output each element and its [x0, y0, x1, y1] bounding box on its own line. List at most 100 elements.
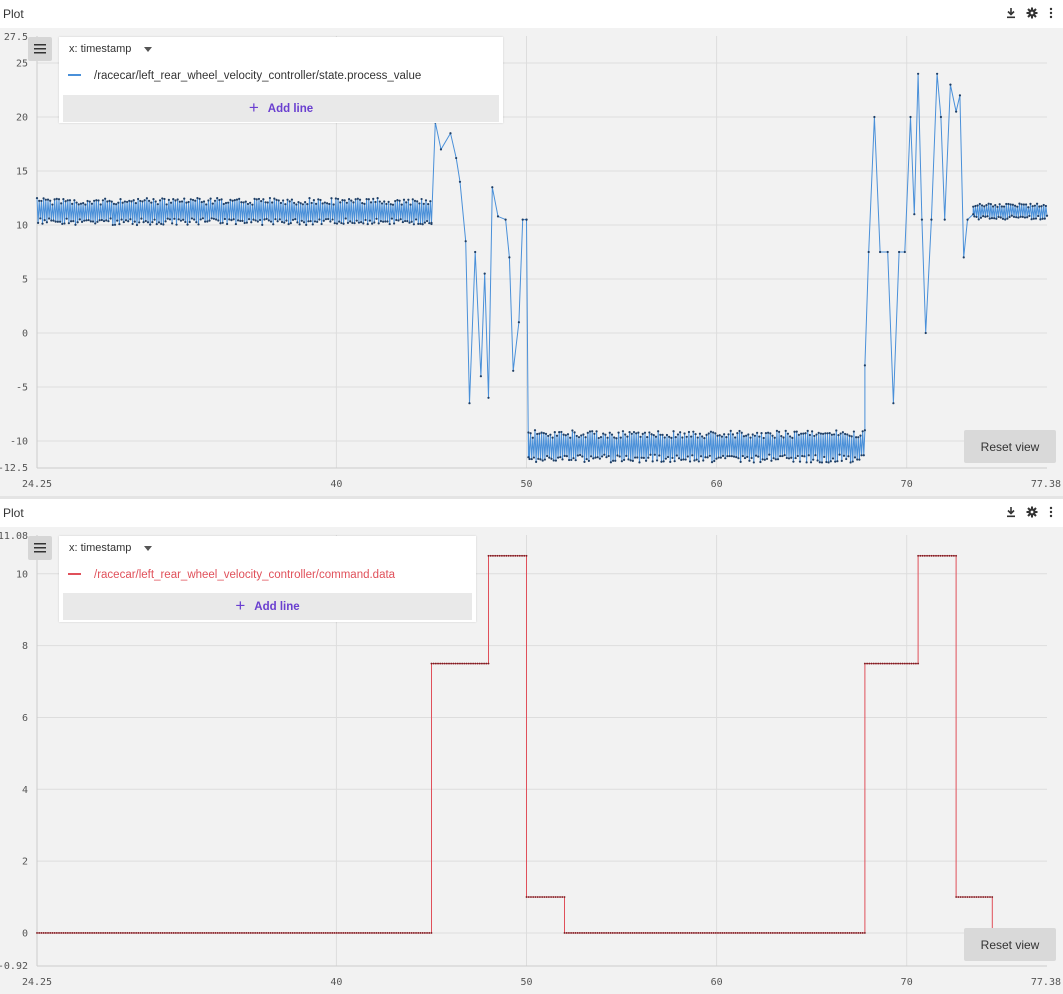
hamburger-menu-icon[interactable] [28, 37, 52, 61]
data-point [169, 201, 173, 204]
data-point [873, 115, 876, 119]
data-point [716, 434, 719, 437]
download-icon[interactable] [1004, 505, 1018, 519]
data-point [620, 460, 623, 463]
plot-area-2[interactable]: 11.08 10 8 6 4 2 0 -0.92 24.25 40 50 60 70 77.38 x: t… [0, 527, 1063, 994]
data-point [165, 203, 168, 206]
data-point [1029, 202, 1032, 205]
legend-series-item[interactable]: /racecar/left_rear_wheel_velocity_contro… [68, 70, 421, 82]
data-point [505, 554, 508, 557]
data-point [532, 456, 536, 459]
data-point [682, 932, 684, 934]
data-point [141, 932, 144, 934]
data-point [730, 932, 733, 934]
data-point [158, 199, 162, 202]
data-point [734, 436, 737, 439]
plot-area-1[interactable]: 27.5 25 20 15 10 5 0 -5 -10 -12.5 24.25 40 50 60 70 77.… [0, 28, 1063, 496]
data-point [113, 932, 116, 934]
data-point [653, 453, 656, 456]
panel-divider[interactable] [0, 496, 1063, 499]
data-point [789, 435, 792, 438]
data-point [366, 223, 369, 226]
data-point [395, 218, 398, 222]
x-axis-selector[interactable]: x: timestamp [69, 542, 153, 554]
y-tick-label: 2 [22, 857, 28, 868]
data-point [982, 896, 985, 898]
data-point [1017, 216, 1020, 219]
data-point [530, 896, 532, 898]
reset-view-button[interactable]: Reset view [964, 430, 1056, 463]
data-point [692, 932, 695, 934]
data-point [1026, 216, 1029, 219]
data-point [132, 199, 135, 202]
data-point [859, 932, 862, 934]
data-point [223, 932, 226, 934]
data-point [978, 202, 981, 206]
data-point [69, 220, 73, 223]
data-point [419, 222, 422, 225]
data-point [878, 250, 882, 254]
data-point [541, 459, 544, 462]
data-point [939, 554, 942, 557]
x-axis-selector[interactable]: x: timestamp [69, 43, 153, 55]
data-point [914, 662, 917, 665]
data-point [194, 932, 197, 934]
data-point [654, 435, 658, 438]
data-point [627, 458, 630, 461]
gear-icon[interactable] [1025, 6, 1039, 20]
data-point [789, 932, 792, 934]
data-point [468, 402, 471, 405]
data-point [930, 218, 933, 221]
data-point [796, 454, 799, 458]
data-point [638, 932, 640, 934]
add-line-button[interactable]: + Add line [63, 593, 472, 620]
data-point [779, 454, 782, 458]
data-point [676, 433, 680, 436]
more-vertical-icon[interactable] [1044, 6, 1058, 20]
data-point [603, 453, 606, 456]
data-point [207, 932, 210, 934]
data-point [565, 455, 568, 458]
data-point [42, 932, 45, 934]
download-icon[interactable] [1004, 6, 1018, 20]
data-point [999, 216, 1002, 219]
data-point [718, 434, 721, 437]
data-point [155, 223, 158, 226]
data-point [491, 186, 494, 189]
data-point [555, 434, 559, 437]
data-point [372, 197, 375, 200]
data-point [736, 432, 739, 435]
data-point [317, 198, 320, 201]
data-point [796, 932, 798, 934]
data-point [726, 455, 729, 458]
data-point [642, 932, 645, 934]
data-point [349, 932, 351, 934]
data-point [174, 932, 177, 934]
data-point [829, 460, 832, 463]
data-point [55, 197, 58, 201]
more-vertical-icon[interactable] [1044, 505, 1058, 519]
data-point [717, 456, 720, 459]
data-point [913, 213, 916, 216]
data-point [385, 202, 388, 206]
data-point [265, 932, 268, 934]
data-point [763, 458, 766, 461]
data-point [596, 932, 599, 934]
data-point [538, 432, 541, 435]
data-point [782, 932, 785, 934]
data-point [832, 433, 836, 436]
legend-series-item[interactable]: /racecar/left_rear_wheel_velocity_contro… [68, 569, 395, 581]
hamburger-menu-icon[interactable] [28, 536, 52, 560]
data-point [374, 200, 377, 204]
data-point [743, 456, 747, 460]
data-point [375, 217, 378, 220]
data-point [541, 896, 544, 898]
data-point [851, 460, 854, 463]
data-point [126, 932, 129, 934]
reset-view-button[interactable]: Reset view [964, 928, 1056, 961]
add-line-button[interactable]: + Add line [63, 95, 499, 122]
gear-icon[interactable] [1025, 505, 1039, 519]
data-point [323, 201, 326, 204]
data-point [593, 432, 596, 435]
